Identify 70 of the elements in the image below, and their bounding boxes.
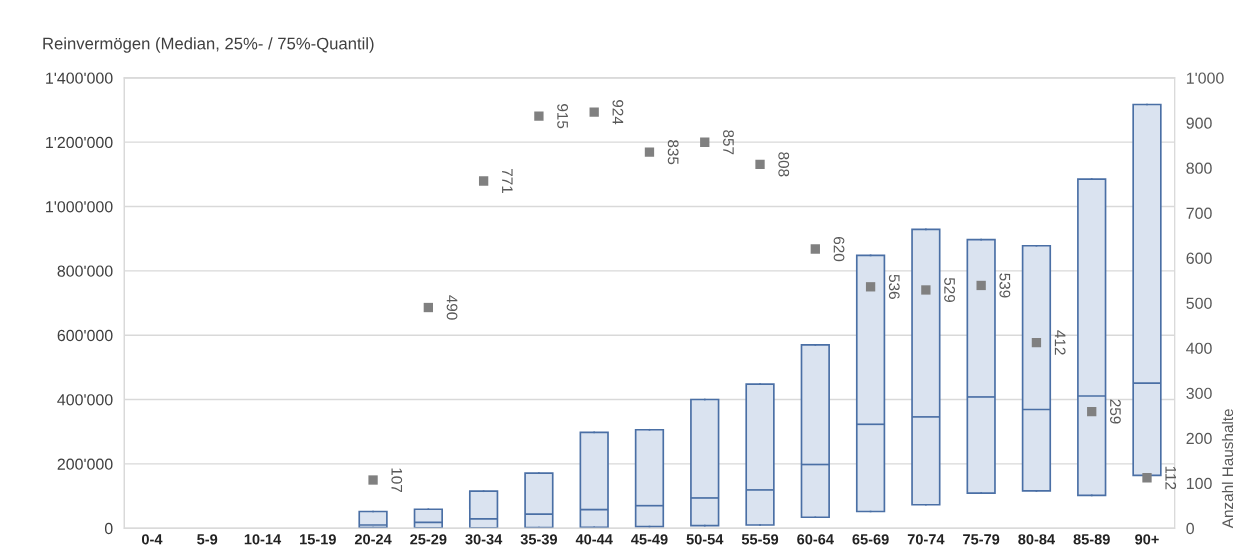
- x-tick-label: 55-59: [741, 534, 779, 545]
- data-label: 771: [502, 169, 513, 193]
- data-label: 107: [391, 468, 403, 492]
- x-tick-label: 80-84: [1018, 534, 1056, 545]
- point: [810, 244, 820, 254]
- x-tick-label: 35-39: [520, 534, 558, 545]
- x-tick-label: 60-64: [797, 534, 834, 545]
- data-label: 259: [1110, 399, 1121, 424]
- x-tick-label: 30-34: [465, 534, 503, 545]
- y2-tick-label: 0: [1186, 522, 1194, 535]
- x-tick-label: 5-9: [197, 534, 218, 545]
- data-label: 412: [1054, 330, 1066, 355]
- y2-tick-label: 100: [1186, 477, 1212, 490]
- x-tick-label: 0-4: [141, 534, 163, 545]
- point: [644, 147, 655, 157]
- y-tick-label: 200'000: [57, 458, 113, 470]
- point: [534, 111, 544, 121]
- y2-tick-label: 300: [1186, 387, 1212, 400]
- y2-tick-label: 400: [1186, 342, 1212, 354]
- data-label: 490: [446, 295, 458, 320]
- point: [1087, 406, 1097, 417]
- point: [1031, 337, 1042, 348]
- x-tick-label: 50-54: [686, 534, 724, 545]
- x-tick-label: 25-29: [410, 534, 447, 545]
- y-tick-label: 1'200'000: [46, 136, 113, 149]
- point: [755, 159, 765, 169]
- point: [1142, 473, 1152, 483]
- y2-tick-label: 700: [1186, 207, 1212, 219]
- chart-title: Reinvermögen (Median, 25%- / 75%-Quantil): [43, 37, 374, 53]
- point: [700, 137, 710, 147]
- point: [423, 302, 433, 313]
- data-label: 835: [667, 140, 679, 165]
- y2-tick-label: 800: [1186, 162, 1212, 174]
- data-label: 857: [723, 130, 734, 155]
- data-label: 620: [833, 237, 845, 262]
- data-label: 924: [612, 100, 624, 125]
- data-label: 808: [778, 152, 790, 177]
- data-label: 112: [1165, 466, 1177, 490]
- data-label: 915: [557, 104, 569, 129]
- y2-tick-label: 1'000: [1186, 72, 1224, 84]
- x-tick-label: 10-14: [244, 534, 282, 545]
- x-tick-label: 20-24: [354, 534, 392, 545]
- point: [921, 285, 931, 295]
- x-tick-label: 75-79: [963, 534, 1000, 545]
- y2-axis-title: Anzahl Haushalte: [1221, 409, 1234, 529]
- x-tick-label: 40-44: [575, 534, 613, 545]
- x-tick-label: 90+: [1135, 534, 1159, 545]
- y-tick-label: 0: [104, 522, 113, 535]
- point: [865, 282, 876, 292]
- data-label: 539: [999, 273, 1011, 298]
- y-tick-label: 1'000'000: [46, 201, 113, 213]
- x-tick-label: 70-74: [907, 534, 945, 545]
- y2-tick-label: 600: [1186, 252, 1212, 264]
- x-tick-label: 85-89: [1073, 534, 1110, 545]
- data-label: 529: [944, 277, 955, 302]
- y-tick-label: 600'000: [57, 329, 113, 342]
- y2-tick-label: 200: [1186, 432, 1212, 445]
- y2-tick-label: 900: [1186, 117, 1212, 129]
- point: [368, 475, 378, 485]
- point: [976, 280, 986, 291]
- data-label: 536: [888, 274, 900, 299]
- x-tick-label: 15-19: [300, 534, 336, 545]
- point: [478, 176, 489, 186]
- y2-tick-label: 500: [1186, 297, 1212, 309]
- x-tick-label: 45-49: [631, 534, 668, 545]
- y-tick-label: 400'000: [57, 394, 113, 406]
- x-tick-label: 65-69: [852, 534, 889, 545]
- point: [589, 107, 599, 117]
- y-tick-label: 800'000: [57, 265, 113, 277]
- y-tick-label: 1'400'000: [46, 72, 113, 84]
